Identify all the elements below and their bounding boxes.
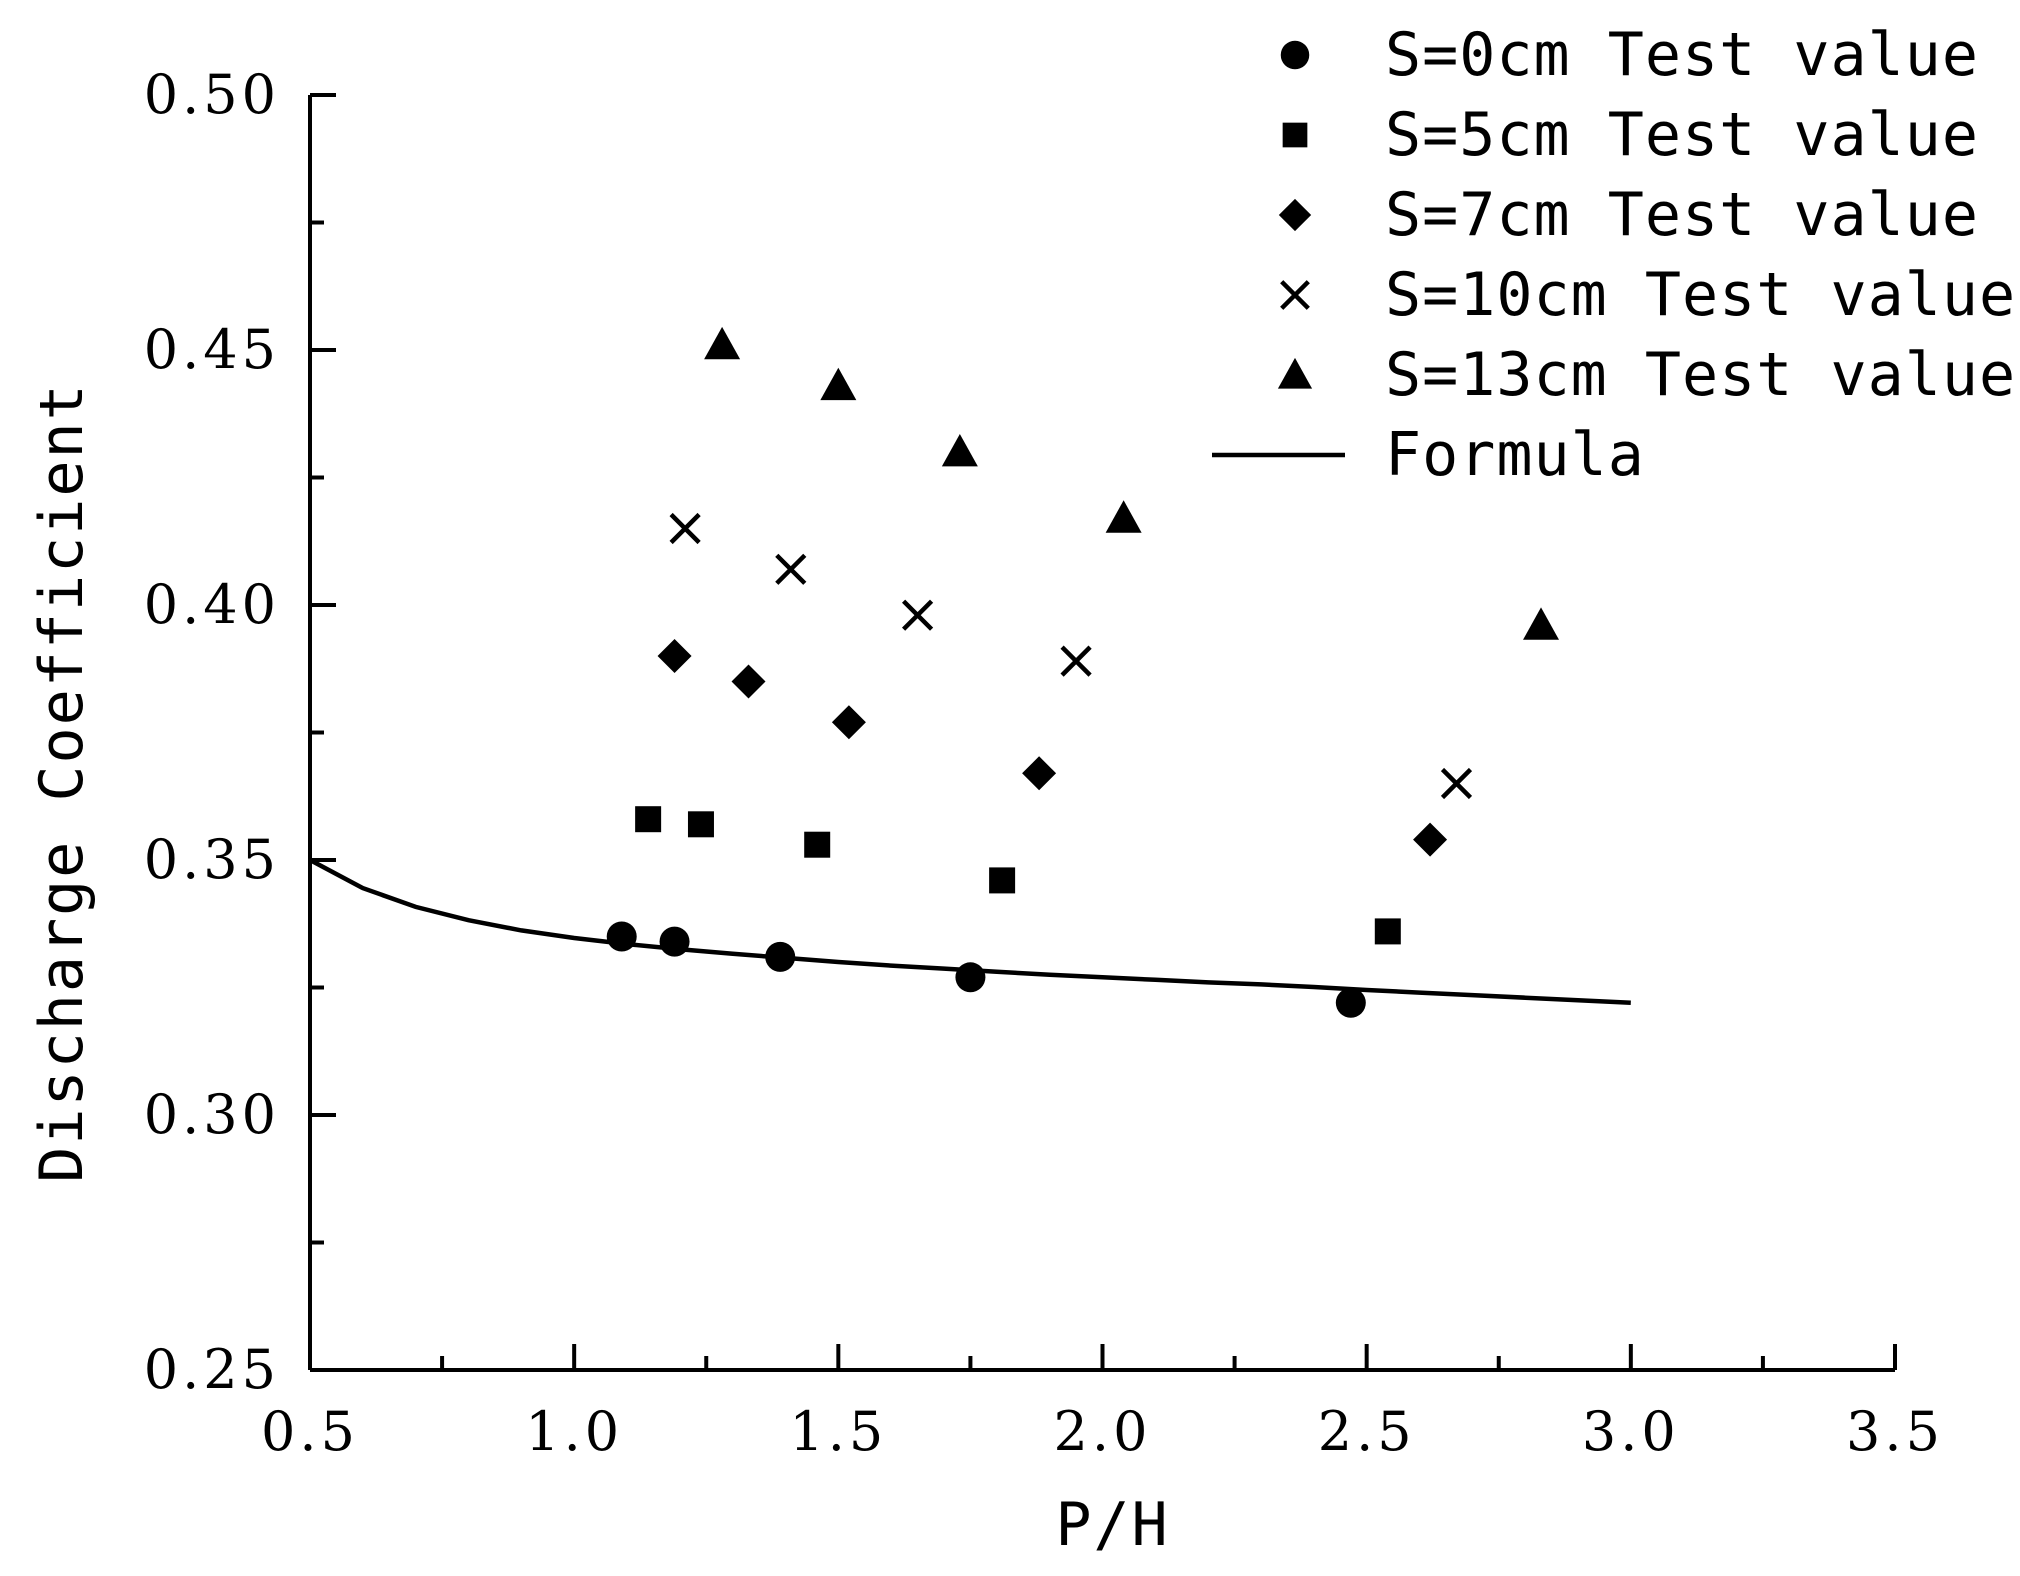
legend-entry: S=5cm Test value (1282, 100, 1979, 170)
data-point-circle (1335, 987, 1366, 1018)
data-point-square (804, 831, 831, 858)
data-point-diamond (731, 664, 766, 699)
legend-label: Formula (1385, 420, 1645, 490)
x-tick-label: 3.5 (1846, 1400, 1944, 1463)
series-cross (669, 512, 1473, 800)
data-point-circle (659, 926, 690, 957)
legend-label: S=7cm Test value (1385, 180, 1979, 250)
legend-marker-triangle (1277, 357, 1313, 389)
legend-entry: S=10cm Test value (1280, 260, 2016, 330)
data-point-triangle (1523, 607, 1560, 640)
legend-label: S=0cm Test value (1385, 20, 1979, 90)
legend-entry: Formula (1212, 420, 1645, 490)
x-tick-label: 3.0 (1582, 1400, 1680, 1463)
legend-marker-diamond (1278, 198, 1312, 232)
data-point-triangle (1105, 500, 1142, 533)
data-point-cross (669, 512, 701, 545)
legend-marker-cross (1280, 280, 1310, 310)
x-tick-label: 1.5 (789, 1400, 887, 1463)
data-point-circle (955, 962, 986, 993)
data-point-circle (606, 921, 637, 952)
data-point-triangle (820, 367, 857, 401)
series-square (635, 806, 1401, 945)
legend-marker-circle (1280, 40, 1310, 70)
legend-label: S=13cm Test value (1385, 340, 2016, 410)
legend-label: S=10cm Test value (1385, 260, 2016, 330)
x-tick-label: 0.5 (261, 1400, 359, 1463)
y-tick-label: 0.25 (144, 1338, 280, 1401)
legend-label: S=5cm Test value (1385, 100, 1979, 170)
data-point-diamond (1413, 822, 1448, 857)
data-point-cross (901, 599, 934, 631)
y-tick-label: 0.30 (144, 1083, 280, 1146)
data-point-diamond (831, 705, 866, 740)
legend-entry: S=7cm Test value (1278, 180, 1979, 250)
data-point-square (1374, 918, 1401, 945)
data-point-square (635, 806, 662, 833)
series-line (308, 858, 1631, 1006)
x-axis-title: P/H (1055, 1490, 1169, 1560)
data-point-diamond (1022, 756, 1057, 791)
legend-marker-square (1282, 122, 1308, 148)
data-point-triangle (704, 326, 741, 360)
y-axis-title: Discharge Coefficient (27, 382, 97, 1183)
x-tick-label: 1.0 (525, 1400, 623, 1463)
legend-entry: S=13cm Test value (1277, 340, 2016, 410)
x-tick-label: 2.5 (1318, 1400, 1416, 1463)
y-tick-label: 0.45 (144, 318, 280, 381)
data-point-cross (1060, 645, 1092, 677)
data-point-diamond (657, 639, 692, 673)
data-point-cross (1440, 767, 1473, 800)
series-triangle (704, 326, 1560, 640)
data-point-square (989, 867, 1016, 894)
y-tick-label: 0.50 (144, 63, 280, 126)
x-tick-label: 2.0 (1054, 1400, 1152, 1463)
data-point-square (687, 811, 714, 838)
data-point-cross (775, 553, 807, 585)
series-diamond (657, 639, 1448, 857)
formula-curve (308, 858, 1631, 1006)
data-point-triangle (941, 434, 978, 467)
y-tick-label: 0.40 (144, 573, 280, 636)
y-tick-label: 0.35 (144, 828, 280, 891)
legend-entry: S=0cm Test value (1280, 20, 1979, 90)
